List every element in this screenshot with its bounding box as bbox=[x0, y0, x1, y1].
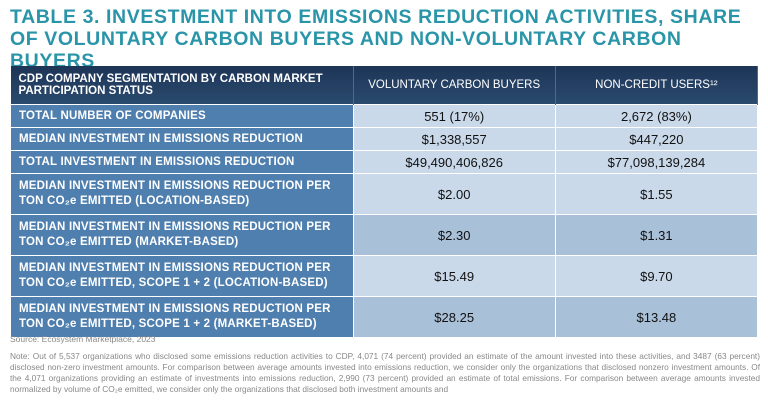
cell-value: $28.25 bbox=[352, 296, 556, 338]
table-row: TOTAL NUMBER OF COMPANIES 551 (17%) 2,672 … bbox=[10, 104, 759, 128]
row-label: MEDIAN INVESTMENT IN EMISSIONS REDUCTION… bbox=[10, 296, 354, 338]
table-row: MEDIAN INVESTMENT IN EMISSIONS REDUCTION… bbox=[10, 296, 759, 338]
cell-value: $2.30 bbox=[352, 214, 556, 256]
cell-value: 2,672 (83%) bbox=[554, 104, 759, 128]
table-row: MEDIAN INVESTMENT IN EMISSIONS REDUCTION… bbox=[10, 173, 759, 215]
cell-value: $447,220 bbox=[554, 127, 759, 151]
table-row: MEDIAN INVESTMENT IN EMISSIONS REDUCTION… bbox=[10, 214, 759, 256]
column-header: CDP COMPANY SEGMENTATION BY CARBON MARKE… bbox=[10, 66, 354, 105]
cell-value: 551 (17%) bbox=[352, 104, 556, 128]
table-row: TOTAL INVESTMENT IN EMISSIONS REDUCTION $… bbox=[10, 150, 759, 174]
cell-value: $15.49 bbox=[352, 255, 556, 297]
note: Note: Out of 5,537 organizations who dis… bbox=[10, 351, 760, 394]
cell-value: $13.48 bbox=[554, 296, 759, 338]
cell-value: $1.31 bbox=[554, 214, 759, 256]
source: Source: Ecosystem Marketplace, 2023 bbox=[10, 334, 156, 344]
cell-value: $2.00 bbox=[352, 173, 556, 215]
cell-value: $49,490,406,826 bbox=[352, 150, 556, 174]
cell-value: $77,098,139,284 bbox=[554, 150, 759, 174]
row-label: MEDIAN INVESTMENT IN EMISSIONS REDUCTION bbox=[10, 127, 354, 151]
header-row: CDP COMPANY SEGMENTATION BY CARBON MARKE… bbox=[10, 66, 759, 105]
column-header: VOLUNTARY CARBON BUYERS bbox=[353, 66, 556, 105]
row-label: TOTAL NUMBER OF COMPANIES bbox=[10, 104, 354, 128]
table-row: MEDIAN INVESTMENT IN EMISSIONS REDUCTION… bbox=[10, 255, 759, 297]
cell-value: $1,338,557 bbox=[352, 127, 556, 151]
cell-value: $1.55 bbox=[554, 173, 759, 215]
row-label: MEDIAN INVESTMENT IN EMISSIONS REDUCTION… bbox=[10, 214, 354, 256]
cell-value: $9.70 bbox=[554, 255, 759, 297]
table-row: MEDIAN INVESTMENT IN EMISSIONS REDUCTION… bbox=[10, 127, 759, 151]
table-body: TOTAL NUMBER OF COMPANIES 551 (17%) 2,672 … bbox=[10, 104, 759, 338]
title: TABLE 3. INVESTMENT INTO EMISSIONS REDUC… bbox=[10, 6, 742, 72]
column-header: NON-CREDIT USERS¹² bbox=[555, 66, 759, 105]
row-label: MEDIAN INVESTMENT IN EMISSIONS REDUCTION… bbox=[10, 255, 354, 297]
data-table: CDP COMPANY SEGMENTATION BY CARBON MARKE… bbox=[10, 66, 759, 338]
row-label: TOTAL INVESTMENT IN EMISSIONS REDUCTION bbox=[10, 150, 354, 174]
row-label: MEDIAN INVESTMENT IN EMISSIONS REDUCTION… bbox=[10, 173, 354, 215]
